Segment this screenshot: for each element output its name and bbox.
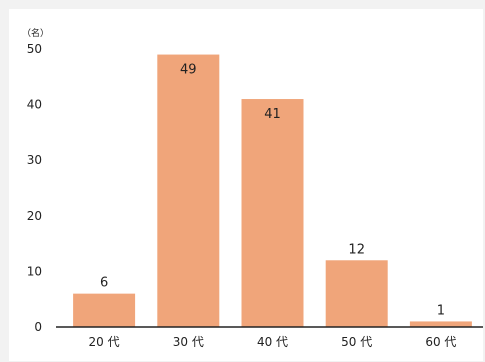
y-tick-label: 0 bbox=[34, 320, 42, 334]
bars bbox=[73, 54, 472, 328]
x-category-label: 40 代 bbox=[257, 335, 288, 349]
bar-value-label: 12 bbox=[348, 242, 365, 257]
y-tick-label: 10 bbox=[27, 264, 42, 278]
y-tick-label: 20 bbox=[27, 209, 42, 223]
x-axis-category-labels: 20 代 30 代 40 代 50 代 60 代 bbox=[89, 335, 457, 349]
x-category-label: 30 代 bbox=[173, 335, 204, 349]
x-category-label: 50 代 bbox=[341, 335, 372, 349]
data-labels: 6 49 41 12 1 bbox=[100, 63, 445, 319]
y-tick-label: 30 bbox=[27, 153, 42, 167]
bar-value-label: 49 bbox=[180, 63, 197, 78]
bar bbox=[241, 99, 304, 327]
x-category-label: 20 代 bbox=[89, 335, 120, 349]
bar bbox=[325, 260, 388, 327]
y-tick-label: 50 bbox=[27, 42, 42, 56]
bar-value-label: 1 bbox=[437, 303, 445, 318]
bar-value-label: 6 bbox=[100, 276, 108, 291]
y-tick-label: 40 bbox=[27, 98, 42, 112]
bar-value-label: 41 bbox=[264, 107, 281, 122]
y-axis-ticks: 0 10 20 30 40 50 bbox=[27, 42, 42, 334]
bar bbox=[73, 293, 136, 327]
bar bbox=[157, 54, 220, 328]
x-category-label: 60 代 bbox=[425, 335, 456, 349]
y-axis-unit-label: （名） bbox=[22, 27, 49, 39]
bar bbox=[409, 321, 472, 327]
